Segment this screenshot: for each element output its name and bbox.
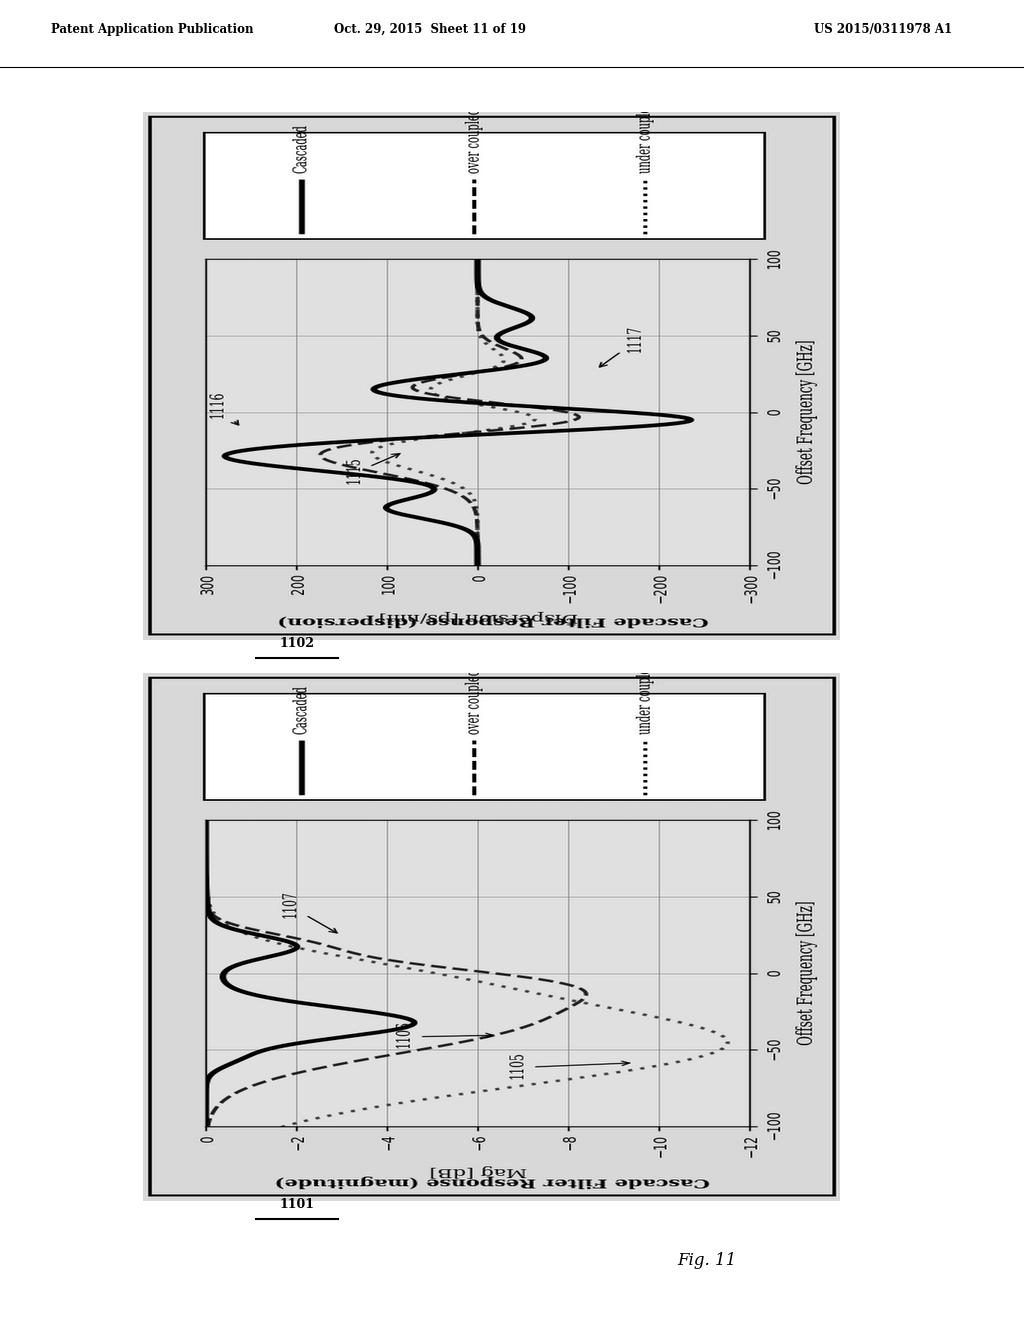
Text: 1101: 1101: [280, 1199, 314, 1210]
Text: 1102: 1102: [280, 638, 314, 649]
Text: US 2015/0311978 A1: US 2015/0311978 A1: [814, 22, 952, 36]
Text: Patent Application Publication: Patent Application Publication: [51, 22, 254, 36]
Text: Fig. 11: Fig. 11: [677, 1253, 736, 1269]
Text: Oct. 29, 2015  Sheet 11 of 19: Oct. 29, 2015 Sheet 11 of 19: [334, 22, 526, 36]
